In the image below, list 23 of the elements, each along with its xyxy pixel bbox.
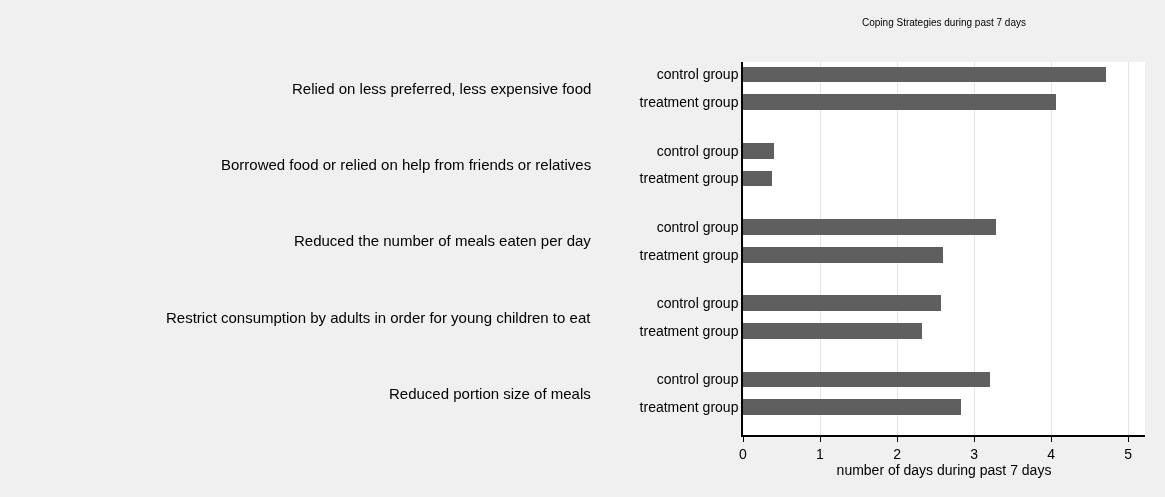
y-tick-label: treatment group — [639, 399, 739, 416]
y-tick-label: control group — [656, 142, 739, 159]
x-tick-label: 0 — [739, 445, 748, 462]
y-tick-label: control group — [656, 371, 739, 388]
x-tick-label: 2 — [893, 445, 902, 462]
text: Reduced portion size of meals — [389, 385, 591, 402]
y-tick-label: treatment group — [639, 170, 739, 187]
text: Reduced the number of meals eaten per day — [294, 232, 592, 249]
x-tick-label: 3 — [970, 445, 979, 462]
y-tick-label: treatment group — [639, 246, 739, 263]
x-tick-label: 1 — [816, 445, 825, 462]
y-tick-label: control group — [656, 66, 739, 83]
y-tick-label: treatment group — [639, 94, 739, 111]
y-tick-label: control group — [656, 295, 739, 312]
y-tick-label: control group — [656, 218, 739, 235]
x-tick-label: 5 — [1124, 445, 1133, 462]
chart-title: Coping Strategies during past 7 days — [862, 16, 1026, 28]
text: Restrict consumption by adults in order for young children to eat — [166, 309, 592, 326]
text: Relied on less preferred, less expensive food — [292, 80, 592, 97]
x-axis-title: number of days during past 7 days — [836, 461, 1052, 478]
text: Borrowed food or relied on help from friends or relatives — [221, 156, 592, 173]
x-tick-label: 4 — [1047, 445, 1056, 462]
y-tick-label: treatment group — [639, 322, 739, 339]
